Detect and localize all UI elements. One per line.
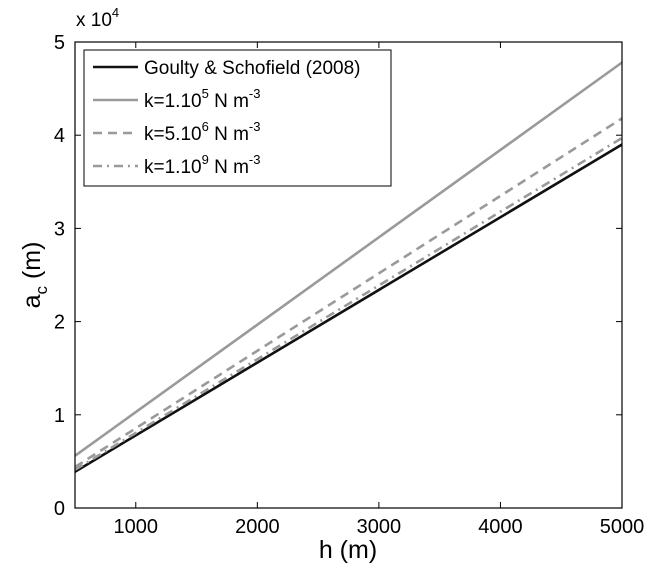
y-tick-label: 2: [54, 312, 65, 334]
series-line-1: [74, 61, 623, 457]
legend-label-0: Goulty & Schofield (2008): [144, 58, 361, 79]
plot-frame: [74, 41, 623, 509]
y-tick-label: 1: [54, 405, 65, 427]
legend-items: Goulty & Schofield (2008) k=1.105 N m-3 k=…: [93, 58, 361, 178]
legend-label-2: k=5.106 N m-3: [144, 119, 260, 145]
x-axis-label: h (m): [319, 536, 377, 564]
x-tick-label: 4000: [478, 516, 523, 538]
x-tick-label: 5000: [600, 516, 645, 538]
y-exponent-label: x 104: [76, 5, 119, 31]
tick-layer: 1000 2000 3000 4000 5000 0 1 2 3 4 5: [54, 32, 644, 538]
legend-label-1: k=1.105 N m-3: [144, 86, 260, 112]
y-axis-label: ac (m): [18, 242, 51, 309]
series-line-0: [74, 143, 623, 473]
y-tick-label: 5: [54, 32, 65, 54]
x-tick-label: 2000: [235, 516, 280, 538]
series-line-3: [74, 136, 623, 471]
y-tick-label: 0: [54, 498, 65, 520]
y-tick-label: 3: [54, 218, 65, 240]
legend-box: [83, 49, 392, 187]
series-layer: [74, 61, 623, 473]
x-tick-label: 1000: [114, 516, 159, 538]
legend: Goulty & Schofield (2008) k=1.105 N m-3 k=…: [83, 49, 392, 187]
series-line-2: [74, 117, 623, 469]
legend-label-3: k=1.109 N m-3: [144, 152, 260, 178]
x-tick-label: 3000: [357, 516, 402, 538]
y-tick-label: 4: [54, 125, 65, 147]
